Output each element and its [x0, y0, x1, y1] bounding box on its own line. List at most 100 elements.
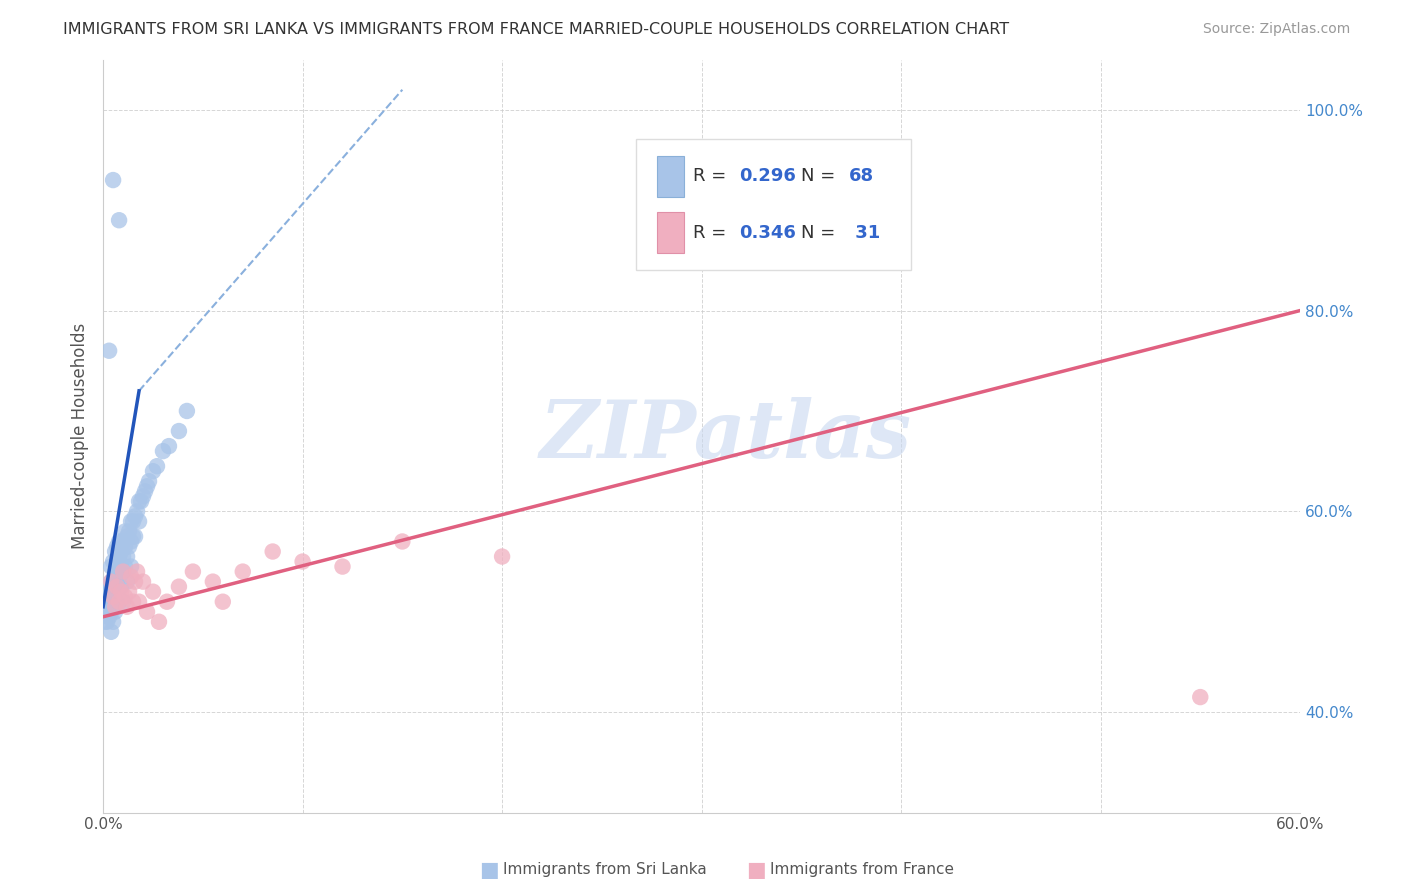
- Point: [128, 515, 150, 529]
- Point: [104, 605, 127, 619]
- Point: [181, 565, 204, 579]
- Point: [104, 565, 127, 579]
- Y-axis label: Married-couple Households: Married-couple Households: [72, 323, 89, 549]
- Point: [104, 544, 127, 558]
- Point: [142, 464, 165, 478]
- Text: 0.296: 0.296: [738, 168, 796, 186]
- Point: [100, 605, 122, 619]
- Point: [232, 565, 254, 579]
- Point: [112, 595, 135, 609]
- Point: [98, 584, 121, 599]
- Point: [100, 574, 122, 589]
- Text: Immigrants from Sri Lanka: Immigrants from Sri Lanka: [503, 863, 707, 877]
- Point: [108, 569, 131, 583]
- Point: [105, 580, 128, 594]
- Point: [112, 565, 135, 579]
- Point: [100, 559, 122, 574]
- Point: [122, 595, 145, 609]
- Point: [122, 529, 145, 543]
- Point: [100, 574, 122, 589]
- Point: [105, 540, 128, 554]
- Point: [101, 595, 124, 609]
- Point: [120, 569, 142, 583]
- Point: [167, 424, 190, 438]
- Point: [134, 484, 156, 499]
- Point: [167, 580, 190, 594]
- Text: 68: 68: [849, 168, 875, 186]
- Point: [115, 549, 138, 564]
- Text: IMMIGRANTS FROM SRI LANKA VS IMMIGRANTS FROM FRANCE MARRIED-COUPLE HOUSEHOLDS CO: IMMIGRANTS FROM SRI LANKA VS IMMIGRANTS …: [63, 22, 1010, 37]
- Point: [96, 615, 118, 629]
- Point: [152, 444, 174, 458]
- Point: [110, 544, 132, 558]
- Text: R =: R =: [693, 224, 733, 242]
- FancyBboxPatch shape: [657, 212, 683, 253]
- Point: [332, 559, 354, 574]
- Point: [391, 534, 413, 549]
- Point: [132, 489, 155, 503]
- Point: [148, 615, 170, 629]
- Point: [262, 544, 284, 558]
- Point: [101, 574, 124, 589]
- Point: [101, 615, 124, 629]
- Point: [136, 479, 159, 493]
- Point: [125, 504, 148, 518]
- Point: [98, 590, 121, 604]
- Point: [1189, 690, 1212, 704]
- Point: [108, 213, 131, 227]
- Point: [138, 475, 160, 489]
- Point: [124, 529, 146, 543]
- Point: [96, 595, 118, 609]
- Point: [114, 559, 136, 574]
- Point: [142, 584, 165, 599]
- Point: [100, 624, 122, 639]
- Point: [101, 555, 124, 569]
- Point: [105, 574, 128, 589]
- Point: [110, 584, 132, 599]
- Point: [118, 540, 141, 554]
- Point: [94, 615, 117, 629]
- Point: [125, 565, 148, 579]
- Point: [115, 574, 138, 589]
- Text: Source: ZipAtlas.com: Source: ZipAtlas.com: [1202, 22, 1350, 37]
- Point: [120, 559, 142, 574]
- Point: [114, 540, 136, 554]
- Point: [96, 580, 118, 594]
- Point: [128, 595, 150, 609]
- Text: Immigrants from France: Immigrants from France: [770, 863, 955, 877]
- Point: [120, 515, 142, 529]
- Point: [96, 605, 118, 619]
- Text: N =: N =: [801, 224, 841, 242]
- Point: [118, 584, 141, 599]
- Text: ■: ■: [747, 860, 766, 880]
- Point: [118, 524, 141, 539]
- Point: [211, 595, 233, 609]
- Point: [112, 549, 135, 564]
- Point: [101, 590, 124, 604]
- Point: [101, 173, 124, 187]
- Point: [98, 599, 121, 614]
- Point: [104, 599, 127, 614]
- Text: R =: R =: [693, 168, 733, 186]
- Point: [100, 595, 122, 609]
- Point: [132, 574, 155, 589]
- Point: [98, 609, 121, 624]
- Point: [110, 580, 132, 594]
- Text: 0.346: 0.346: [738, 224, 796, 242]
- Point: [94, 584, 117, 599]
- Point: [112, 565, 135, 579]
- Point: [108, 595, 131, 609]
- Point: [291, 555, 314, 569]
- Point: [156, 595, 179, 609]
- Point: [157, 439, 180, 453]
- Point: [108, 549, 131, 564]
- Text: ■: ■: [479, 860, 499, 880]
- FancyBboxPatch shape: [657, 155, 683, 197]
- Point: [101, 599, 124, 614]
- Point: [98, 343, 121, 358]
- Point: [105, 559, 128, 574]
- Point: [112, 534, 135, 549]
- Point: [94, 599, 117, 614]
- Text: ZIPatlas: ZIPatlas: [540, 397, 911, 475]
- Text: N =: N =: [801, 168, 841, 186]
